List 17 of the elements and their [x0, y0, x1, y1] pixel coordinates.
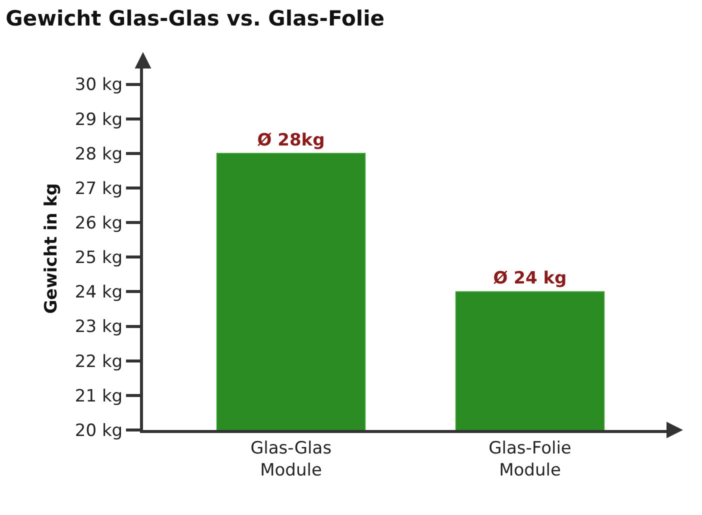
y-tick-label: 26 kg [74, 214, 123, 234]
x-tick-label: Glas-Folie Module [488, 438, 572, 480]
data-label: Ø 24 kg [493, 268, 567, 289]
chart-title: Gewicht Glas-Glas vs. Glas-Folie [6, 6, 385, 30]
y-tick-label: 24 kg [74, 282, 123, 303]
y-axis-title: Gewicht in kg [41, 183, 62, 314]
y-tick-label: 30 kg [74, 75, 123, 96]
x-tick-label: Glas-Glas Module [250, 438, 332, 480]
y-tick-label: 29 kg [74, 110, 123, 130]
y-tick-label: 20 kg [74, 420, 123, 441]
y-tick-label: 21 kg [74, 386, 123, 406]
y-tick-label: 25 kg [74, 248, 123, 268]
y-tick-label: 28 kg [74, 144, 123, 164]
data-label: Ø 28kg [257, 130, 325, 150]
y-tick-label: 22 kg [74, 352, 123, 372]
y-tick-label: 27 kg [74, 178, 123, 199]
y-tick-label: 23 kg [74, 317, 123, 338]
